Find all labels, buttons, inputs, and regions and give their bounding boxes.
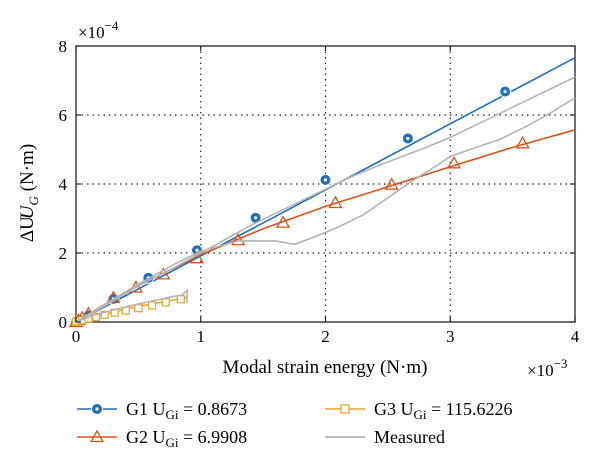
- tick-labels: 0 1 2 3 4 0 2 4 6 8: [59, 37, 580, 346]
- legend-item-measured: Measured: [325, 427, 445, 447]
- x-tick-label: 4: [571, 327, 580, 346]
- data-point-center: [254, 216, 258, 220]
- y-tick-label: 4: [59, 175, 68, 194]
- x-axis-title: Modal strain energy (N·m): [223, 357, 428, 378]
- data-point: [147, 301, 157, 310]
- legend: G1 UGi = 0.8673 G2 UGi = 6.9908 G3 UGi =…: [77, 399, 512, 450]
- legend-label-g1: G1 UGi = 0.8673: [126, 399, 247, 422]
- series-4: [75, 76, 576, 323]
- series-layer: [68, 56, 576, 328]
- x-tick-label: 1: [197, 327, 206, 346]
- data-point: [161, 298, 170, 307]
- data-point: [176, 295, 185, 304]
- data-point: [134, 304, 143, 313]
- measured-line: [75, 97, 576, 323]
- data-point: [91, 312, 101, 321]
- data-point: [156, 267, 171, 280]
- y-tick-label: 2: [59, 244, 68, 263]
- legend-item-g2: G2 UGi = 6.9908: [77, 427, 247, 450]
- y-tick-label: 8: [59, 37, 68, 56]
- data-point: [275, 215, 291, 228]
- data-point-center: [195, 248, 199, 252]
- x-tick-label: 3: [446, 327, 455, 346]
- legend-item-g1: G1 UGi = 0.8673: [77, 399, 247, 422]
- y-tick-label: 6: [59, 106, 68, 125]
- data-point: [231, 232, 246, 246]
- data-point: [446, 155, 462, 169]
- legend-label-measured: Measured: [374, 427, 445, 447]
- x-tick-label: 2: [321, 327, 330, 346]
- legend-label-g2: G2 UGi = 6.9908: [126, 427, 247, 450]
- data-point: [100, 310, 109, 319]
- legend-item-g3: G3 UGi = 115.6226: [325, 399, 512, 422]
- x-exponent-label: ×10−3: [527, 356, 567, 380]
- data-point: [384, 177, 399, 190]
- x-tick-label: 0: [72, 327, 81, 346]
- data-point-center: [503, 89, 507, 94]
- y-exponent-label: ×10−4: [78, 18, 119, 42]
- y-axis-title: ΔUUG (N·m): [17, 144, 41, 242]
- data-point: [328, 195, 343, 209]
- legend-label-g3: G3 UGi = 115.6226: [374, 399, 512, 422]
- measured-line: [75, 288, 188, 323]
- y-tick-label: 0: [59, 313, 68, 332]
- measured-line: [75, 76, 576, 323]
- data-point-center: [406, 136, 410, 141]
- data-point: [515, 135, 530, 149]
- data-point-center: [323, 178, 328, 182]
